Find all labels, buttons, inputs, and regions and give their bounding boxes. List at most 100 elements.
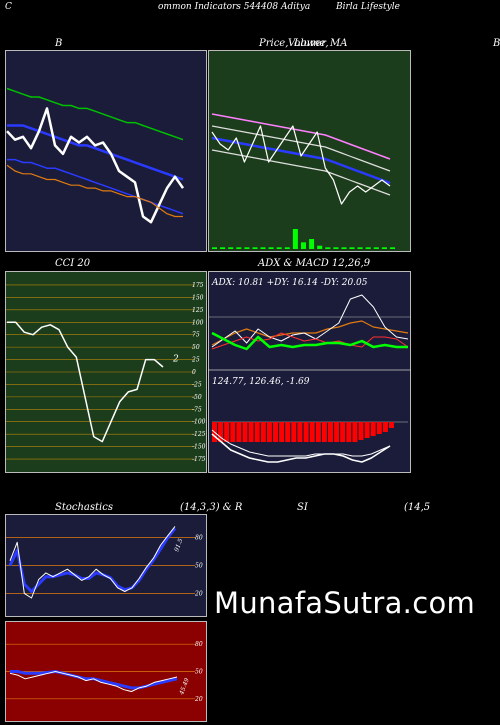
stoch-tick-label: 20 — [194, 590, 203, 597]
volume-bar — [276, 247, 282, 249]
cci-tick-label: -100 — [192, 419, 206, 426]
volume-bar — [390, 247, 395, 249]
macd-hist-bar — [248, 422, 254, 442]
edge-right-title: B — [493, 38, 500, 49]
stoch-last-label: 91.5 — [173, 538, 184, 553]
bollinger-chart — [5, 50, 207, 252]
macd-hist-bar — [321, 422, 327, 442]
rsi-title: SI — [297, 502, 308, 513]
bb-series-2 — [7, 158, 184, 215]
cci-tick-label: -75 — [192, 406, 202, 413]
adx-readout: ADX: 10.81 +DY: 16.14 -DY: 20.05 — [211, 278, 368, 288]
rsi-params: (14,5 — [404, 502, 431, 513]
volume-bar — [341, 247, 347, 249]
price-series-0 — [211, 113, 391, 160]
cci-line — [7, 321, 164, 443]
macd-hist-bar — [224, 422, 230, 442]
cci-tick-label: 0 — [192, 369, 196, 376]
macd-hist-bar — [352, 422, 358, 442]
volume-bar — [252, 247, 258, 249]
macd-hist-bar — [297, 422, 303, 442]
volume-bar — [268, 247, 274, 249]
price-series-1 — [211, 125, 391, 172]
adx-line — [211, 294, 409, 348]
price-chart — [208, 50, 411, 252]
panel-background — [208, 271, 411, 473]
header-left: C — [5, 2, 12, 12]
cci-title: CCI 20 — [55, 258, 91, 269]
volume-bar — [284, 247, 290, 249]
volume-bar — [220, 247, 226, 249]
cci-last-label: 2 — [172, 355, 179, 365]
macd-hist-bar — [370, 422, 376, 436]
macd-hist-bar — [358, 422, 364, 440]
cci-tick-label: 75 — [192, 332, 200, 339]
volume-bar — [349, 247, 355, 249]
rsi-tick-label: 50 — [195, 669, 203, 676]
stoch-params: (14,3,3) & R — [180, 502, 243, 513]
stoch-tick-label: 50 — [195, 563, 203, 570]
macd-hist-bar — [242, 422, 248, 442]
stoch-title: Stochastics — [55, 502, 113, 513]
cci-tick-label: -125 — [192, 431, 206, 438]
cci-tick-label: -175 — [192, 456, 206, 463]
rsi-tick-label: 20 — [194, 696, 203, 703]
price-overlay-1: Volume, — [288, 38, 329, 49]
volume-bar — [244, 247, 250, 249]
watermark: MunafaSutra.com — [214, 586, 476, 620]
header-right: Birla Lifestyle — [336, 2, 400, 12]
macd-hist-bar — [291, 422, 297, 442]
adx-macd-chart: ADX: 10.81 +DY: 16.14 -DY: 20.05 124.77, … — [208, 271, 411, 473]
bb-title: B — [55, 38, 63, 49]
stoch-k-line — [9, 526, 176, 599]
plus-di-line — [211, 331, 408, 351]
price-ma-title: MA — [330, 38, 348, 49]
panel-background — [208, 50, 411, 252]
volume-bar — [333, 247, 339, 249]
bb-series-3 — [6, 107, 185, 224]
macd-hist-bar — [285, 422, 291, 442]
macd-hist-bar — [236, 422, 242, 442]
macd-hist-bar — [328, 422, 333, 442]
header-center: ommon Indicators 544408 Aditya — [158, 2, 311, 12]
volume-bar — [301, 242, 306, 249]
macd-hist-bar — [389, 422, 394, 428]
macd-hist-bar — [340, 422, 346, 442]
price-title: Price, — [259, 38, 289, 49]
bb-series-4 — [6, 164, 183, 218]
volume-bar — [228, 247, 234, 249]
macd-hist-bar — [254, 422, 260, 442]
macd-hist-bar — [364, 422, 370, 438]
volume-bar — [325, 247, 331, 249]
cci-tick-label: 125 — [192, 307, 204, 314]
volume-bar — [357, 247, 363, 249]
macd-hist-bar — [230, 422, 236, 442]
macd-hist-bar — [218, 422, 224, 442]
macd-hist-bar — [266, 422, 272, 442]
cci-tick-label: -150 — [192, 444, 206, 451]
volume-bar — [292, 229, 298, 249]
macd-hist-bar — [334, 422, 340, 442]
volume-bar — [236, 247, 242, 249]
cci-tick-label: 150 — [192, 294, 204, 301]
macd-line — [211, 433, 391, 463]
cci-tick-label: 25 — [191, 357, 200, 364]
cci-tick-label: 175 — [192, 282, 204, 289]
volume-bar — [381, 247, 387, 249]
stochastics-chart: 80 50 20 91.5 — [5, 514, 207, 617]
macd-hist-bar — [309, 422, 315, 442]
macd-hist-bar — [279, 422, 285, 442]
macd-hist-bar — [273, 422, 278, 442]
volume-bar — [212, 247, 217, 249]
bb-series-1 — [7, 124, 184, 181]
cci-chart: 175 150 125 100 75 50 25 0 -25 -50 -75 -100 -125 -150… — [5, 271, 207, 473]
price-overlay-2: Lower — [294, 38, 326, 49]
cci-tick-label: 100 — [192, 319, 204, 326]
volume-bar — [317, 245, 323, 249]
bb-series-0 — [6, 87, 184, 141]
stoch-d-line — [8, 527, 177, 593]
cci-tick-label: -25 — [192, 381, 202, 388]
volume-bar — [365, 247, 371, 249]
macd-readout: 124.77, 126.46, -1.69 — [212, 377, 310, 387]
